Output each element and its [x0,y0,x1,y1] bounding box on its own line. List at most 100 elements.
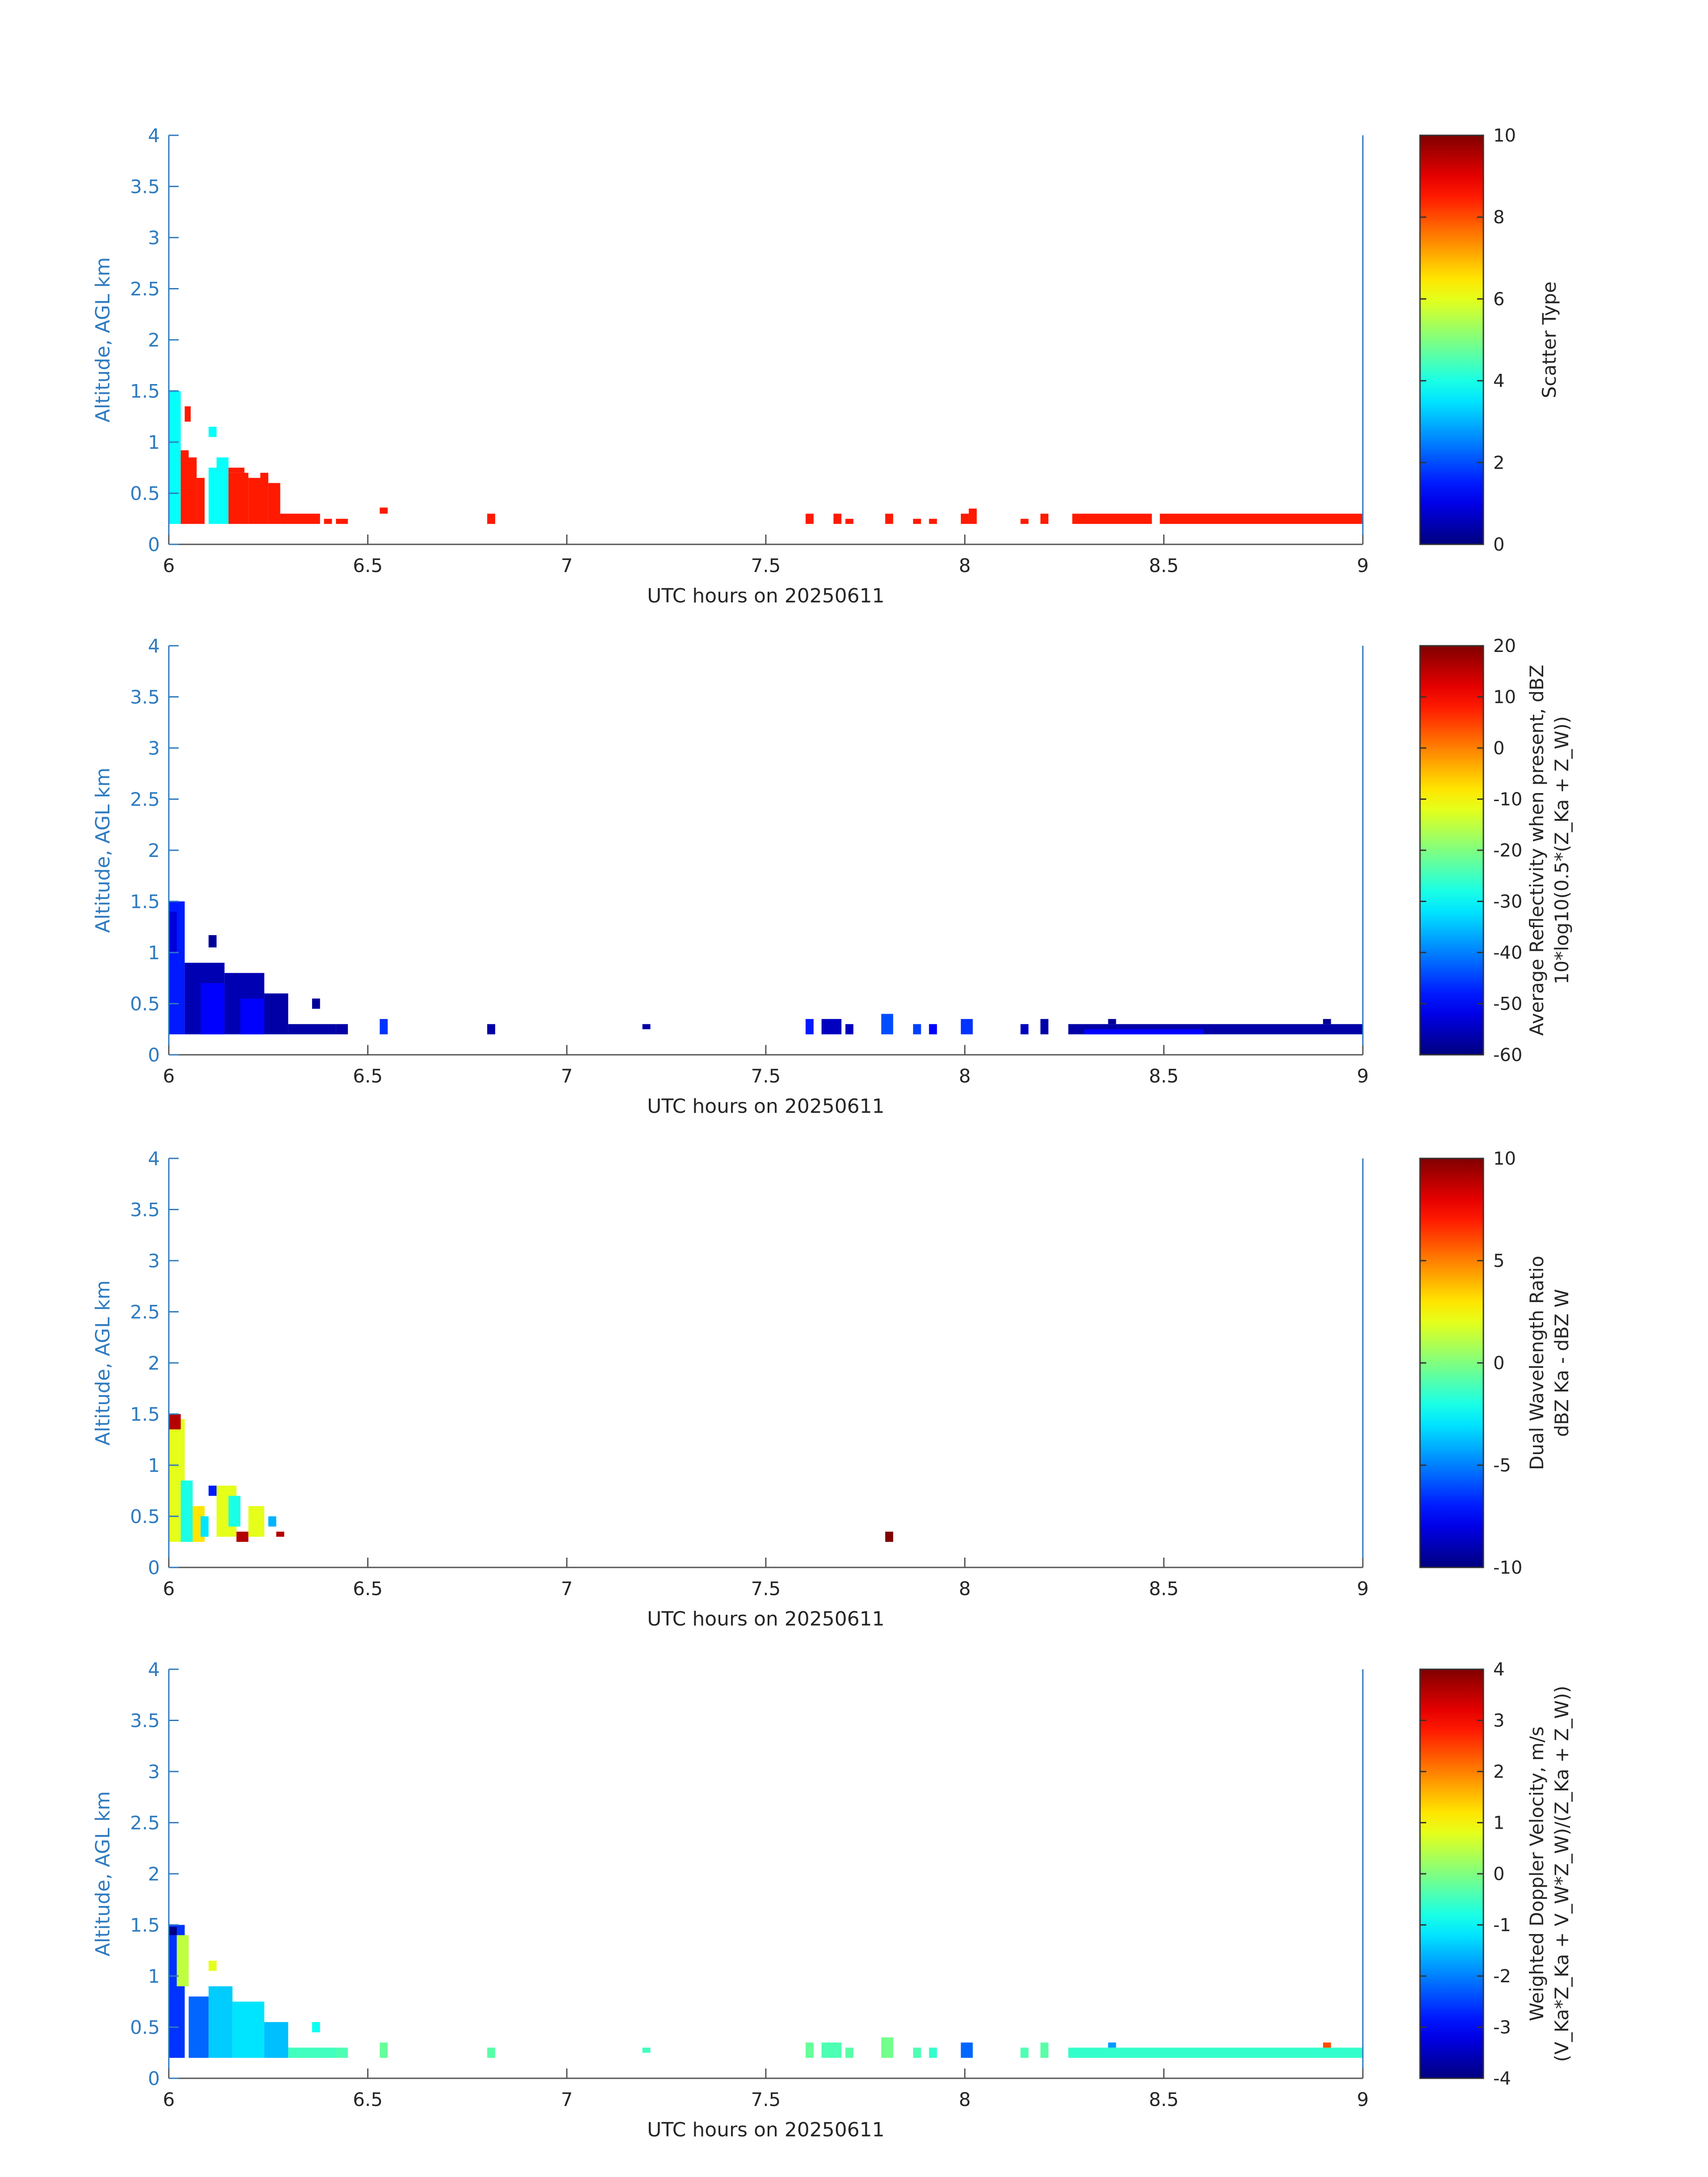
x-tick-label: 9 [1357,555,1369,577]
heatmap-cell [312,999,320,1009]
heatmap-cell [380,2042,388,2058]
x-tick-label: 9 [1357,1578,1369,1600]
y-tick-label: 3 [148,1250,160,1272]
heatmap-cell [169,391,181,524]
y-tick-label: 1 [148,1454,160,1476]
heatmap-cell [1040,1019,1048,1035]
heatmap-cell [881,2037,894,2058]
heatmap-cell [236,1531,249,1542]
colorbar-tick-label: -10 [1493,1558,1522,1578]
heatmap-cell [264,993,288,1035]
heatmap-cell [180,1480,193,1542]
colorbar-tick-label: 10 [1493,687,1516,708]
heatmap-cell [845,1024,854,1035]
y-tick-label: 4 [148,1659,160,1680]
colorbar-label: Weighted Doppler Velocity, m/s (V_Ka*Z_Ka… [1526,1686,1573,2062]
heatmap-cell [487,2047,495,2058]
heatmap-cell [200,1516,209,1537]
y-tick-label: 2.5 [130,1301,160,1323]
colorbar-tick-label: 0 [1493,738,1504,759]
x-tick-label: 6 [163,1065,175,1087]
x-tick-label: 6.5 [353,1065,383,1087]
heatmap-cell [288,2047,336,2058]
y-tick-label: 2.5 [130,278,160,300]
heatmap-cell [929,2047,937,2058]
x-tick-label: 6 [163,2089,175,2110]
panel-dual-wavelength-ratio: 0 0.5 1 1.5 2 2.5 3 3.5 4 6 6.5 7 7.5 8 8.5 9 UTC hours … [92,1148,1573,1630]
colorbar-tick-label: -1 [1493,1915,1511,1936]
y-tick-label: 2 [148,329,160,351]
heatmap-cell [248,478,261,524]
y-axis-label: Altitude, AGL km [92,1280,114,1446]
heatmap-cell [806,2042,814,2058]
heatmap-cell [312,2022,320,2032]
heatmap-cell [806,514,814,524]
colorbar-label-line: Dual Wavelength Ratio [1526,1256,1548,1470]
y-tick-label: 0 [148,534,160,556]
heatmap-cell [960,1019,973,1035]
heatmap-cell [169,1927,177,1935]
colorbar-label-line: Weighted Doppler Velocity, m/s [1526,1726,1548,2021]
heatmap-cell [209,1986,233,2058]
x-tick-label: 8.5 [1149,555,1179,577]
heatmap-cell [1020,1024,1029,1035]
x-tick-label: 6.5 [353,1578,383,1600]
y-tick-label: 3.5 [130,1710,160,1732]
colorbar-tick-label: 0 [1493,1864,1504,1885]
x-tick-label: 7 [561,1065,573,1087]
colorbar-label: Dual Wavelength Ratio dBZ Ka - dBZ W [1526,1256,1573,1470]
colorbar-tick-label: 20 [1493,636,1516,656]
colorbar-tick-label: 2 [1493,453,1504,473]
heatmap-cell [929,518,937,524]
heatmap-cell [209,1960,217,1971]
y-tick-label: 1 [148,942,160,964]
heatmap-cell [228,472,249,524]
x-tick-label: 8 [959,2089,971,2110]
heatmap-cell [1068,2047,1363,2058]
colorbar-label-line: Scatter Type [1538,281,1560,398]
x-axis-label: UTC hours on 20250611 [647,585,885,607]
heatmap-cell [821,1019,842,1035]
heatmap-cell [209,468,217,524]
y-tick-label: 1.5 [130,891,160,913]
x-tick-label: 6 [163,1578,175,1600]
heatmap-cell [929,1024,937,1035]
x-tick-label: 8.5 [1149,2089,1179,2110]
heatmap-cell [336,518,348,524]
y-tick-label: 2 [148,1863,160,1885]
x-tick-label: 7.5 [751,555,781,577]
heatmap-cell [176,1935,189,1986]
heatmap-cell [885,1531,894,1542]
x-tick-label: 8 [959,1065,971,1087]
y-tick-label: 1.5 [130,1914,160,1936]
heatmap-cell [169,911,177,953]
heatmap-cell [380,507,388,514]
y-axis-label: Altitude, AGL km [92,1791,114,1956]
colorbar-tick-label: -10 [1493,790,1522,810]
colorbar-label-line: dBZ Ka - dBZ W [1551,1289,1573,1437]
heatmap-cell [833,514,842,524]
heatmap-cell [180,457,197,524]
y-tick-label: 3.5 [130,686,160,708]
heatmap-cell [1020,518,1029,524]
heatmap-cell [180,450,189,461]
colorbar-tick-label: -30 [1493,892,1522,912]
x-tick-label: 6.5 [353,555,383,577]
colorbar-tick-label: 10 [1493,125,1516,146]
colorbar-tick-label: 4 [1493,1659,1504,1680]
x-tick-label: 7 [561,1578,573,1600]
heatmap-cell [913,1024,921,1035]
colorbar-tick-label: 2 [1493,1762,1504,1782]
y-axis-label: Altitude, AGL km [92,257,114,422]
x-tick-label: 8.5 [1149,1578,1179,1600]
heatmap-cell [228,468,245,473]
heatmap-cell [885,514,894,524]
heatmap-cell [487,1024,495,1035]
colorbar-tick-label: 1 [1493,1813,1504,1834]
heatmap-cell [216,457,229,524]
x-tick-label: 7 [561,2089,573,2110]
heatmap-cell [240,999,264,1035]
heatmap-cell [969,508,977,524]
colorbar-tick-label: 0 [1493,535,1504,555]
x-tick-label: 7.5 [751,1065,781,1087]
